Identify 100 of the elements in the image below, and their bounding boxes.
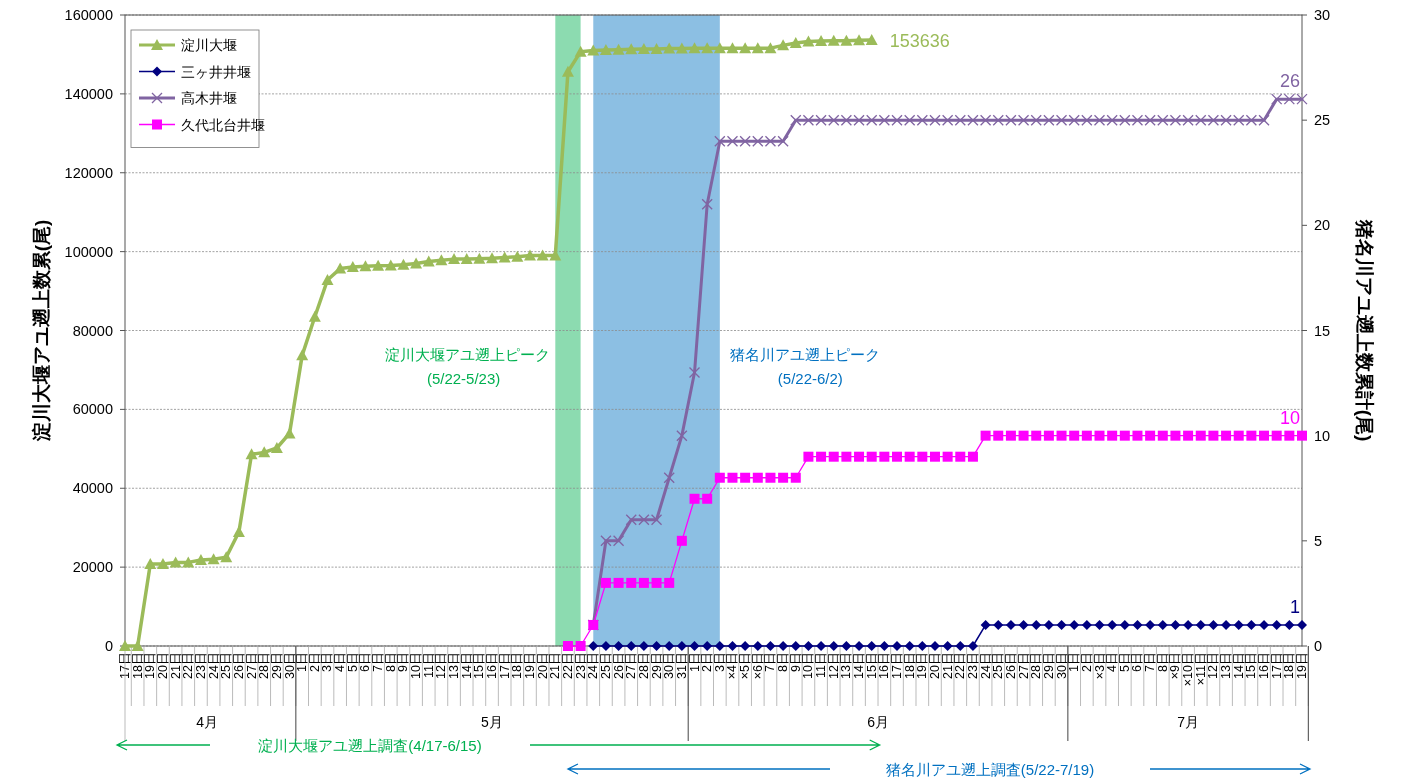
y-tick-label: 120000 — [64, 164, 113, 181]
x-tick-label: 1日 — [687, 652, 702, 672]
x-tick-label: ×6日 — [750, 652, 765, 680]
x-tick-label: 17日 — [890, 652, 905, 679]
x-tick-label: 6日 — [1130, 652, 1145, 672]
x-tick-label: ×4日 — [725, 652, 740, 680]
x-tick-label: 30日 — [1054, 652, 1069, 679]
x-tick-label: 25日 — [598, 652, 613, 679]
legend-label: 久代北台井堰 — [181, 117, 265, 133]
x-tick-label: 19日 — [1295, 652, 1309, 679]
data-label: 26 — [1279, 71, 1300, 92]
y2-tick-label: 20 — [1314, 217, 1331, 234]
x-tick-label: 15日 — [472, 652, 487, 679]
x-tick-label: 28日 — [1029, 652, 1044, 679]
x-tick-label: 25日 — [219, 652, 234, 679]
x-tick-label: 8日 — [1155, 652, 1170, 672]
x-tick-label: 2日 — [307, 652, 322, 672]
y-tick-label: 20000 — [72, 559, 113, 576]
x-tick-label: 4日 — [333, 652, 348, 672]
x-tick-label: 23日 — [193, 652, 208, 679]
x-tick-label: 21日 — [168, 652, 183, 679]
x-tick-label: 3日 — [712, 652, 727, 672]
y-tick-label: 80000 — [72, 322, 113, 339]
x-tick-label: 13日 — [839, 652, 854, 679]
x-tick-label: 25日 — [991, 652, 1006, 679]
x-tick-label: 17日 — [497, 652, 512, 679]
x-tick-label: 8日 — [383, 652, 398, 672]
x-tick-label: 22日 — [181, 652, 196, 679]
x-tick-label: 15日 — [1244, 652, 1259, 679]
x-tick-label: 24日 — [978, 652, 993, 679]
x-tick-label: 10日 — [801, 652, 816, 679]
x-tick-label: 31日 — [674, 652, 689, 679]
x-tick-label: 16日 — [485, 652, 500, 679]
x-tick-label: 27日 — [624, 652, 639, 679]
legend-label: 淀川大堰 — [181, 38, 237, 53]
x-tick-label: 26日 — [231, 652, 246, 679]
x-tick-label: 30日 — [282, 652, 297, 679]
x-tick-label: ×3日 — [1092, 652, 1107, 680]
x-tick-label: 12日 — [434, 652, 449, 679]
x-tick-label: 26日 — [611, 652, 626, 679]
x-tick-label: 30日 — [662, 652, 677, 679]
x-tick-label: 5日 — [1117, 652, 1132, 672]
text: 6月 — [867, 714, 889, 730]
x-tick-label: 2日 — [700, 652, 715, 672]
x-tick-label: 4日 — [1105, 652, 1120, 672]
x-tick-label: 29日 — [269, 652, 284, 679]
x-tick-label: 7日 — [763, 652, 778, 672]
x-tick-label: 26日 — [1003, 652, 1018, 679]
x-tick-label: 22日 — [953, 652, 968, 679]
x-tick-label: 20日 — [535, 652, 550, 679]
x-tick-label: ×9日 — [1168, 652, 1183, 680]
x-tick-label: 8日 — [776, 652, 791, 672]
x-tick-label: 13日 — [447, 652, 462, 679]
y2-tick-label: 15 — [1314, 322, 1331, 339]
text: 5月 — [481, 714, 503, 730]
x-tick-label: 15日 — [864, 652, 879, 679]
x-tick-label: 1日 — [1067, 652, 1082, 672]
x-tick-label: 12日 — [826, 652, 841, 679]
y2-tick-label: 0 — [1314, 638, 1323, 654]
x-tick-label: 19日 — [915, 652, 930, 679]
y2-tick-label: 30 — [1314, 7, 1331, 23]
x-tick-label: 14日 — [1231, 652, 1246, 679]
y-axis-title: 淀川大堰アユ遡上数累(尾) — [31, 219, 52, 443]
data-label: 1 — [1289, 596, 1300, 617]
x-tick-label: 20日 — [155, 652, 170, 679]
y-tick-label: 0 — [104, 638, 113, 654]
x-tick-label: 18日 — [1282, 652, 1297, 679]
x-tick-label: 19日 — [522, 652, 537, 679]
x-tick-label: 11日 — [814, 652, 829, 678]
x-tick-label: 9日 — [396, 652, 411, 672]
text: 7月 — [1177, 714, 1199, 730]
x-tick-label: 7日 — [371, 652, 386, 672]
x-tick-label: 29日 — [1041, 652, 1056, 679]
x-tick-label: 21日 — [548, 652, 563, 679]
x-tick-label: 23日 — [573, 652, 588, 679]
x-tick-label: 6日 — [358, 652, 373, 672]
x-tick-label: 28日 — [636, 652, 651, 679]
y-tick-label: 40000 — [72, 480, 113, 497]
x-tick-label: ×11日 — [1193, 652, 1208, 686]
x-tick-label: 17日 — [1269, 652, 1284, 679]
x-tick-label: 21日 — [940, 652, 955, 679]
y2-tick-label: 25 — [1314, 112, 1331, 129]
x-tick-label: 29日 — [649, 652, 664, 679]
x-tick-label: 27日 — [1016, 652, 1031, 679]
x-tick-label: 23日 — [965, 652, 980, 679]
x-tick-label: 27日 — [244, 652, 259, 679]
y2-tick-label: 10 — [1314, 427, 1331, 444]
data-label: 153636 — [889, 31, 950, 52]
x-tick-label: 16日 — [1257, 652, 1272, 679]
legend-label: 三ヶ井井堰 — [181, 64, 251, 80]
data-label: 10 — [1279, 407, 1300, 428]
y2-tick-label: 5 — [1314, 532, 1323, 549]
band-label: 猪名川アユ遡上ピーク (5/22-6/2) — [729, 346, 880, 387]
x-tick-label: 5日 — [345, 652, 360, 672]
x-tick-label: 24日 — [586, 652, 601, 679]
x-tick-label: 16日 — [877, 652, 892, 679]
y-tick-label: 140000 — [64, 85, 113, 102]
x-tick-label: 1日 — [295, 652, 310, 672]
x-tick-label: 24日 — [206, 652, 221, 679]
x-tick-label: 12日 — [1206, 652, 1221, 679]
